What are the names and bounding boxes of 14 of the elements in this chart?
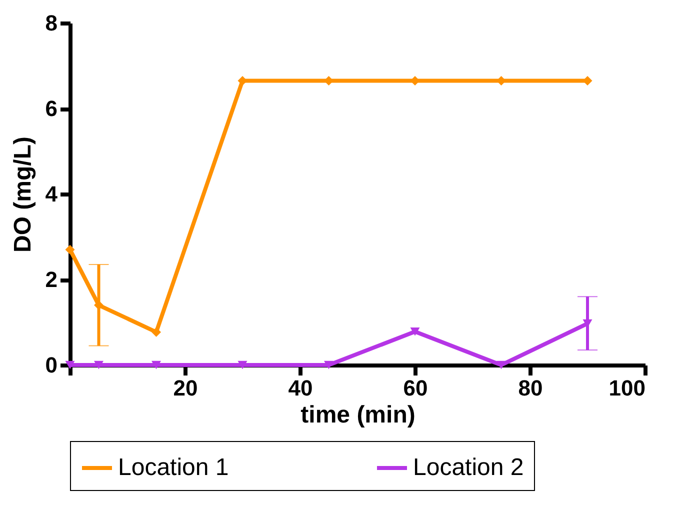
legend-label: Location 2 bbox=[413, 454, 524, 481]
x-axis-title: time (min) bbox=[300, 402, 416, 428]
x-tick-label: 60 bbox=[403, 376, 428, 400]
legend-label: Location 1 bbox=[118, 454, 229, 481]
y-tick-label: 2 bbox=[45, 267, 58, 292]
x-tick-label: 80 bbox=[518, 376, 543, 400]
y-tick-label: 0 bbox=[45, 352, 58, 378]
y-tick-label: 4 bbox=[45, 182, 58, 206]
x-tick-label: 40 bbox=[288, 376, 313, 400]
y-tick-label: 8 bbox=[45, 10, 58, 36]
x-tick-label: 20 bbox=[173, 376, 198, 400]
y-axis-title: DO (mg/L) bbox=[9, 136, 36, 252]
x-tick-label: 100 bbox=[608, 376, 646, 400]
y-tick-label: 6 bbox=[45, 96, 58, 121]
